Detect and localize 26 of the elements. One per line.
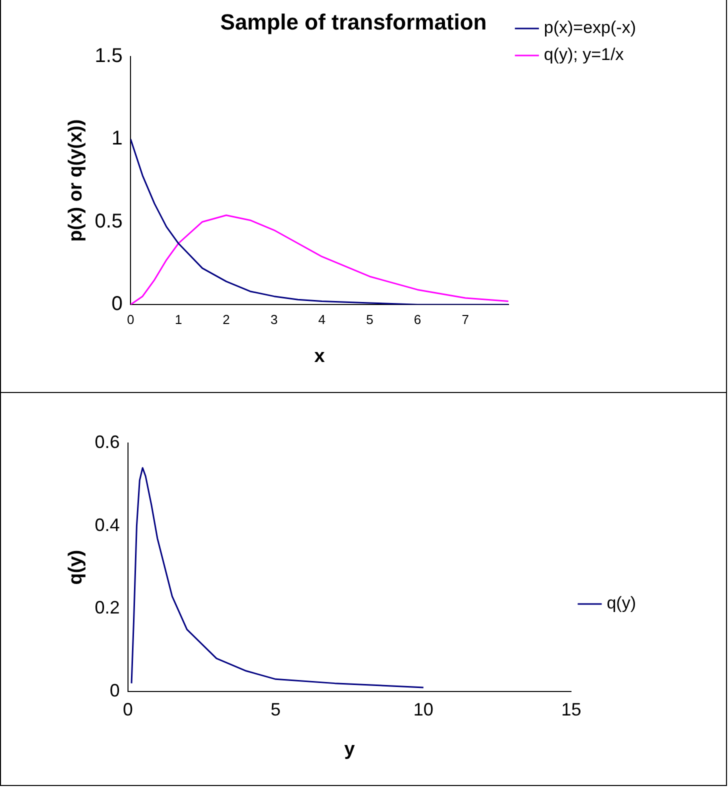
x-axis-title: x: [314, 346, 326, 367]
x-tick-label: 5: [270, 699, 281, 720]
x-tick-label: 10: [413, 699, 434, 720]
x-axis-title: y: [344, 738, 356, 760]
x-tick-label: 4: [318, 312, 326, 327]
y-tick-label: 0.4: [94, 514, 120, 535]
y-tick-label: 0: [110, 680, 120, 701]
y-tick-label: 0.5: [94, 210, 123, 232]
y-axis-title: p(x) or q(y(x)): [66, 119, 87, 242]
x-tick-label: 7: [462, 312, 469, 327]
x-tick-label: 3: [270, 312, 278, 327]
y-tick-label: 1.5: [94, 44, 123, 67]
legend-label: q(y): [606, 594, 636, 613]
x-tick-label: 6: [414, 312, 422, 327]
x-tick-label: 0: [126, 312, 134, 327]
x-tick-label: 5: [366, 312, 374, 327]
y-tick-label: 1: [111, 128, 123, 150]
legend-label: q(y); y=1/x: [544, 45, 624, 64]
chart-title: Sample of transformation: [220, 9, 487, 34]
x-tick-label: 2: [222, 312, 230, 327]
legend-label: p(x)=exp(-x): [544, 18, 636, 38]
y-tick-label: 0.2: [94, 598, 120, 618]
y-axis-title: q(y): [66, 550, 87, 585]
x-tick-label: 15: [561, 699, 582, 720]
x-tick-label: 1: [174, 312, 182, 327]
y-tick-label: 0.6: [94, 432, 120, 452]
